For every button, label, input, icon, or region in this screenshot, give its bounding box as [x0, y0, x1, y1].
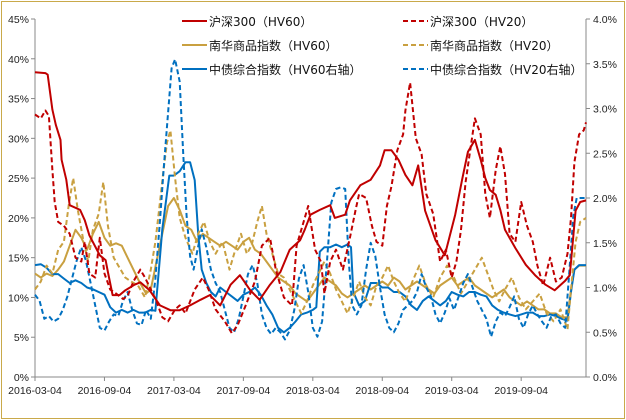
left-tick-label: 25%	[8, 173, 29, 185]
legend-label-0: 沪深300（HV60）	[209, 15, 312, 29]
x-tick-label: 2016-03-04	[8, 385, 62, 397]
right-tick-label: 3.5%	[593, 59, 617, 71]
left-tick-label: 10%	[8, 292, 29, 304]
series-line-4	[34, 161, 586, 334]
right-tick-label: 0.0%	[593, 372, 617, 384]
left-tick-label: 40%	[8, 54, 29, 66]
left-tick-label: 45%	[8, 14, 29, 26]
left-tick-label: 15%	[8, 253, 29, 265]
legend-label-3: 南华商品指数（HV20）	[430, 38, 559, 53]
series-lines	[34, 58, 587, 341]
x-tick-label: 2018-03-04	[286, 385, 340, 397]
series-line-5	[34, 58, 586, 341]
right-tick-label: 3.0%	[593, 104, 617, 116]
x-tick-label: 2017-03-04	[147, 385, 201, 397]
left-tick-label: 5%	[14, 332, 29, 344]
left-tick-label: 35%	[8, 94, 29, 106]
legend-label-1: 沪深300（HV20）	[430, 15, 533, 29]
legend-label-4: 中债综合指数（HV60右轴）	[209, 62, 362, 77]
right-tick-label: 0.5%	[593, 327, 617, 339]
x-tick-label: 2017-09-04	[217, 385, 271, 397]
legend: 沪深300（HV60） 沪深300（HV20） 南华商品指数（HV60） 南华商品指数…	[182, 15, 583, 77]
left-tick-label: 30%	[8, 133, 29, 145]
series-line-2	[34, 197, 586, 319]
x-tick-label: 2019-03-04	[425, 385, 479, 397]
right-tick-label: 2.0%	[593, 193, 617, 205]
right-tick-label: 4.0%	[593, 14, 617, 26]
right-tick-label: 1.0%	[593, 283, 617, 295]
left-tick-label: 20%	[8, 213, 29, 225]
series-line-1	[34, 81, 587, 335]
axes: 0% 5% 10% 15% 20% 25% 30% 35% 40% 45% 0.0% 0.5% 1.0%…	[8, 14, 617, 397]
x-tick-label: 2019-09-04	[494, 385, 548, 397]
x-tick-label: 2016-09-04	[78, 385, 132, 397]
legend-label-2: 南华商品指数（HV60）	[209, 38, 338, 53]
right-tick-label: 1.5%	[593, 238, 617, 250]
x-tick-label: 2018-09-04	[355, 385, 409, 397]
legend-label-5: 中债综合指数（HV20右轴）	[430, 62, 583, 77]
series-line-0	[34, 71, 587, 312]
right-tick-label: 2.5%	[593, 148, 617, 160]
left-tick-label: 0%	[14, 372, 29, 384]
